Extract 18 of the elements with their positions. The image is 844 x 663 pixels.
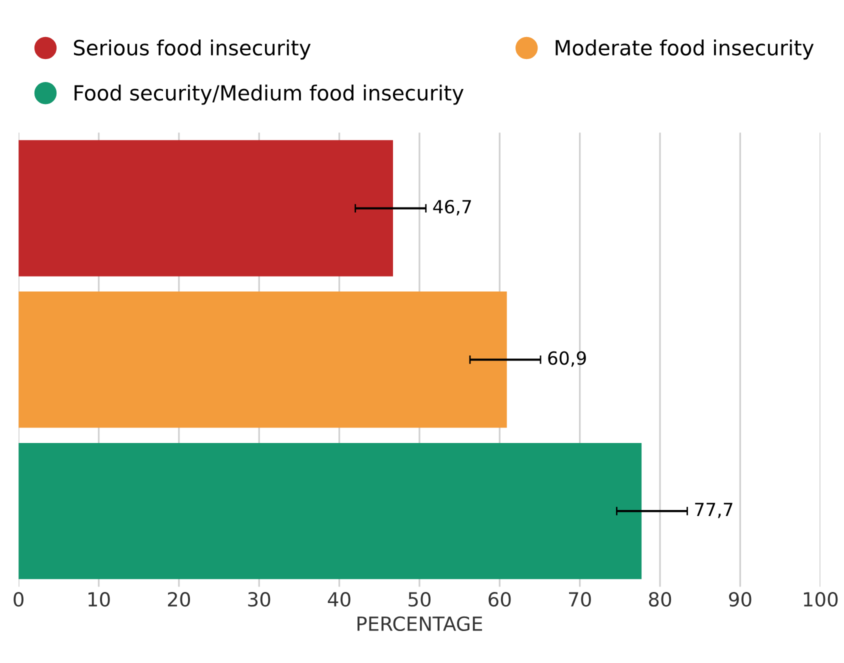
x-axis-title: PERCENTAGE xyxy=(358,616,482,632)
data-label: 46,7 xyxy=(433,200,471,216)
x-tick-label: 80 xyxy=(648,592,672,607)
x-tick-label: 90 xyxy=(729,592,752,607)
data-label: 60,9 xyxy=(548,351,586,367)
x-tick-label: 70 xyxy=(569,592,591,607)
x-tick-label: 60 xyxy=(488,592,511,607)
x-tick-label: 20 xyxy=(168,592,190,607)
x-tick-label: 10 xyxy=(88,592,110,607)
legend-label: Food security/Medium food insecurity xyxy=(74,84,464,105)
x-tick-label: 0 xyxy=(14,592,24,607)
x-tick-label: 40 xyxy=(328,592,350,607)
x-tick-label: 30 xyxy=(248,592,270,607)
legend-label: Moderate food insecurity xyxy=(556,39,814,60)
x-tick-label: 50 xyxy=(408,592,431,607)
data-label: 77,7 xyxy=(695,502,732,518)
legend-label: Serious food insecurity xyxy=(74,39,311,60)
x-tick-label: 100 xyxy=(804,592,838,607)
